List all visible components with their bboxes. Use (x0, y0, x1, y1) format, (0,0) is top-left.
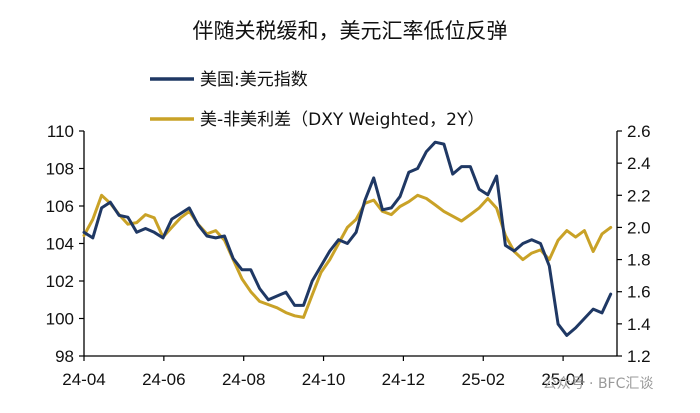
y-left-tick-label: 108 (46, 160, 74, 179)
axes: 98 100 102 104 106 108 110 1.2 1.4 1.6 1.8 2.0 2.2 2.… (46, 122, 651, 389)
watermark-text: 公众号 · BFC汇谈 (543, 376, 654, 392)
series-line-usd-index (82, 140, 613, 337)
y-left-tick-label: 106 (46, 197, 74, 216)
y-left-tick-label: 102 (46, 272, 74, 291)
y-right-tick-label: 1.4 (627, 315, 651, 334)
y-right-tick-label: 2.0 (627, 218, 651, 237)
x-tick-label: 25-04 (541, 370, 584, 389)
series-layer (82, 140, 613, 337)
chart-title: 伴随关税缓和，美元汇率低位反弹 (193, 19, 508, 43)
x-tick-label: 24-12 (382, 370, 425, 389)
legend-label-spread: 美-非美利差（DXY Weighted，2Y） (200, 110, 484, 130)
x-tick-label: 24-08 (222, 370, 265, 389)
y-right-tick-label: 1.2 (627, 347, 651, 366)
x-tick-label: 24-10 (302, 370, 345, 389)
x-tick-label: 25-02 (462, 370, 505, 389)
y-right-tick-label: 1.6 (627, 283, 651, 302)
y-left-tick-label: 100 (46, 310, 74, 329)
y-left-tick-label: 110 (47, 122, 74, 141)
legend-label-usd-index: 美国:美元指数 (200, 70, 308, 90)
y-left-tick-label: 98 (55, 347, 74, 366)
legend: 美国:美元指数 美-非美利差（DXY Weighted，2Y） (150, 70, 484, 130)
x-tick-label: 24-06 (142, 370, 185, 389)
y-right-tick-label: 2.4 (627, 154, 651, 173)
y-left-tick-label: 104 (46, 235, 74, 254)
x-tick-label: 24-04 (62, 370, 105, 389)
y-right-tick-label: 2.2 (627, 186, 651, 205)
series-line-spread (82, 193, 613, 319)
y-right-tick-label: 2.6 (627, 122, 651, 141)
y-right-tick-label: 1.8 (627, 251, 651, 270)
